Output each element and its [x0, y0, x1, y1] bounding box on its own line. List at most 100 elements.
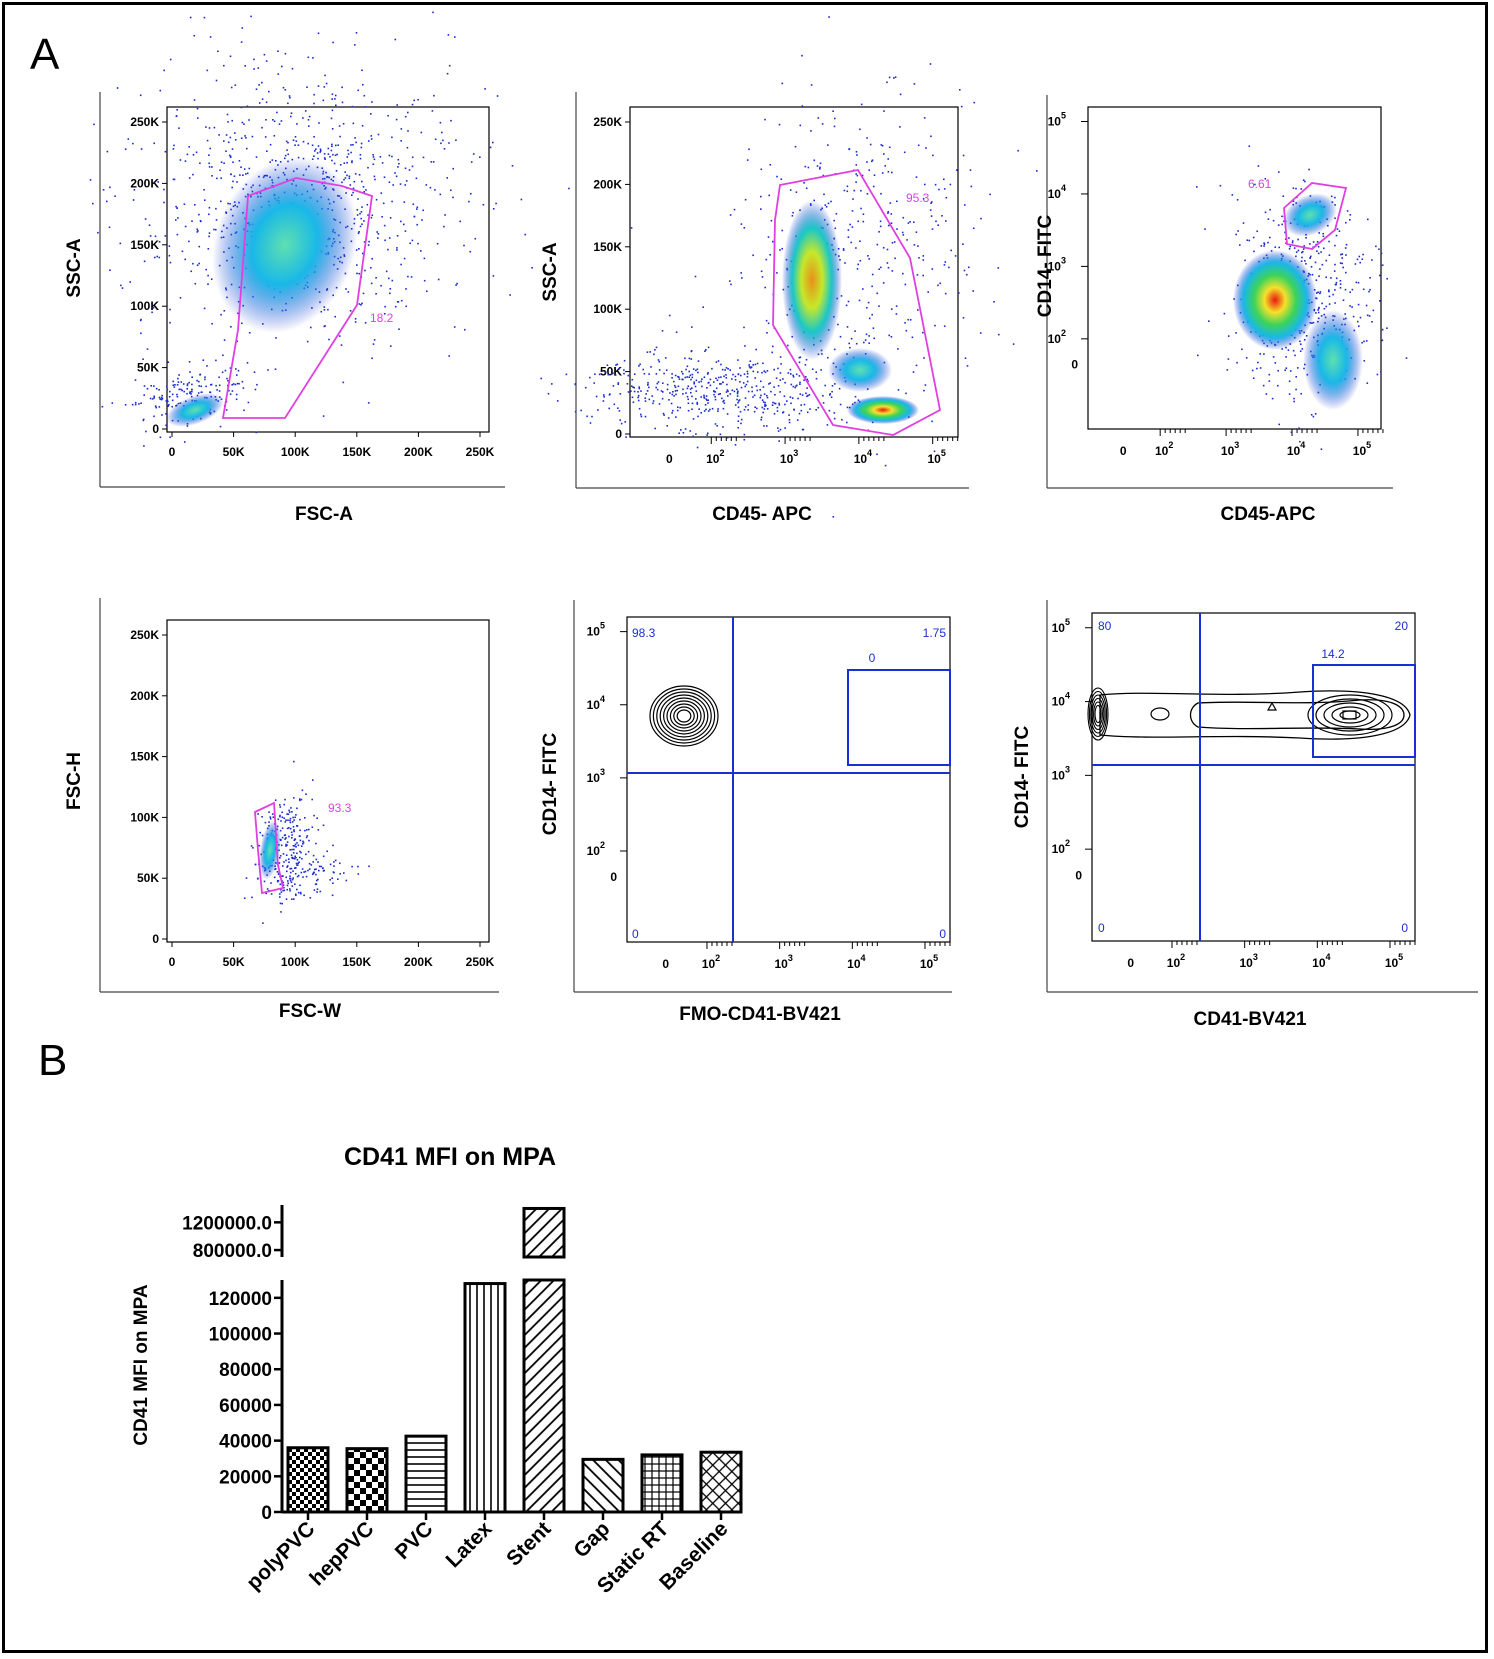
event-dot	[886, 81, 888, 84]
event-dot	[645, 393, 647, 395]
event-dot	[1285, 356, 1287, 358]
event-dot	[139, 94, 142, 97]
event-dot	[279, 883, 282, 886]
event-dot	[163, 69, 165, 72]
event-dot	[164, 235, 167, 237]
event-dot	[421, 219, 423, 221]
event-dot	[359, 157, 362, 160]
event-dot	[873, 174, 876, 176]
event-dot	[371, 214, 374, 217]
y-tick-label: 20000	[219, 1467, 272, 1488]
event-dot	[364, 322, 367, 324]
event-dot	[198, 385, 200, 387]
event-dot	[287, 141, 289, 144]
event-dot	[285, 854, 288, 856]
event-dot	[290, 871, 292, 874]
event-dot	[180, 381, 183, 383]
event-dot	[788, 421, 791, 424]
event-dot	[340, 344, 343, 346]
event-dot	[603, 394, 605, 396]
event-dot	[648, 373, 650, 375]
event-dot	[673, 380, 675, 383]
event-dot	[313, 155, 315, 157]
event-dot	[323, 86, 326, 88]
event-dot	[718, 376, 720, 379]
x-tick-label: 250K	[466, 955, 495, 969]
event-dot	[603, 396, 605, 398]
event-dot	[792, 211, 794, 214]
event-dot	[411, 156, 414, 159]
event-dot	[980, 217, 982, 220]
event-dot	[720, 383, 722, 385]
event-dot	[317, 829, 320, 831]
event-dot	[760, 168, 763, 171]
event-dot	[349, 184, 352, 186]
event-dot	[300, 871, 303, 874]
event-dot	[524, 233, 526, 236]
event-dot	[1379, 274, 1381, 277]
event-dot	[1242, 222, 1245, 224]
event-dot	[665, 369, 668, 371]
event-dot	[709, 378, 712, 381]
event-dot	[630, 390, 632, 392]
gate-polygon	[772, 168, 942, 436]
event-dot	[756, 389, 759, 392]
event-dot	[169, 321, 171, 324]
event-dot	[1314, 261, 1317, 264]
event-dot	[317, 85, 320, 87]
event-dot	[232, 161, 234, 163]
event-dot	[274, 799, 277, 801]
event-dot	[945, 220, 947, 222]
event-dot	[468, 200, 470, 203]
event-dot	[215, 384, 217, 387]
event-dot	[731, 389, 734, 392]
event-dot	[1246, 239, 1249, 241]
event-dot	[348, 175, 351, 178]
event-dot	[617, 382, 620, 384]
event-dot	[405, 288, 407, 290]
event-dot	[913, 83, 916, 85]
event-dot	[1317, 245, 1320, 248]
event-dot	[859, 259, 862, 262]
event-dot	[259, 831, 261, 834]
event-dot	[695, 379, 698, 382]
event-dot	[361, 125, 364, 127]
event-dot	[791, 397, 794, 399]
event-dot	[143, 260, 146, 263]
event-dot	[169, 261, 172, 264]
event-dot	[229, 367, 232, 369]
event-dot	[761, 371, 763, 374]
event-dot	[887, 171, 890, 173]
event-dot	[819, 168, 821, 170]
event-dot	[817, 406, 820, 409]
event-dot	[400, 220, 402, 223]
tick-exponent: 5	[941, 448, 946, 458]
event-dot	[1196, 186, 1198, 188]
event-dot	[167, 400, 169, 403]
tick-exponent: 4	[1326, 952, 1331, 962]
event-dot	[888, 334, 890, 337]
event-dot	[794, 386, 796, 389]
event-dot	[884, 464, 887, 467]
tick-exponent: 2	[1065, 838, 1070, 848]
event-dot	[331, 159, 333, 162]
event-dot	[1272, 356, 1275, 358]
event-dot	[236, 382, 239, 385]
event-dot	[338, 335, 341, 337]
event-dot	[323, 157, 326, 159]
event-dot	[415, 177, 418, 180]
event-dot	[1334, 302, 1336, 304]
event-dot	[661, 397, 664, 400]
event-dot	[931, 420, 933, 423]
event-dot	[734, 444, 737, 446]
event-dot	[302, 843, 304, 845]
event-dot	[822, 174, 825, 177]
event-dot	[764, 286, 766, 289]
event-dot	[101, 405, 104, 408]
event-dot	[1357, 320, 1359, 323]
event-dot	[280, 891, 283, 893]
event-dot	[238, 160, 241, 162]
event-dot	[899, 93, 902, 96]
event-dot	[1301, 256, 1303, 259]
event-dot	[1288, 237, 1290, 239]
